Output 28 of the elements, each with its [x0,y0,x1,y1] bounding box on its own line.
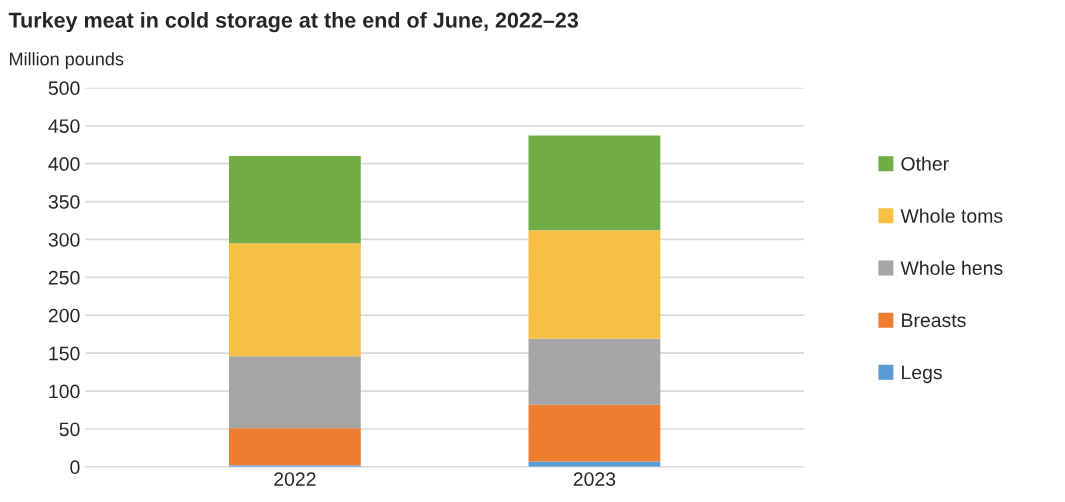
legend-label: Whole toms [900,208,1003,223]
y-tick-label: 200 [48,308,80,323]
y-tick-label: 350 [48,195,80,209]
y-tick-label: 150 [49,346,80,361]
bar [228,356,361,429]
bar [228,243,361,357]
bar [528,338,661,405]
legend-label: Other [901,156,949,171]
bar [528,404,661,462]
legend-label: Legs [902,365,942,384]
x-tick-label: 2022 [274,472,316,486]
y-tick-label: 50 [59,422,80,437]
bar [228,156,361,244]
y-tick-label: 300 [48,232,80,247]
y-tick-label: 450 [48,119,80,133]
legend-label: Breasts [902,313,966,328]
bar [228,428,361,466]
x-tick-label: 2023 [573,472,616,486]
y-axis-title: Million pounds [10,52,124,70]
bar [528,135,661,231]
chart-title: Turkey meat in cold storage at the end of June, 2022–23 [8,12,579,33]
y-tick-label: 400 [48,157,80,171]
y-tick-label: 500 [48,81,80,96]
legend-label: Whole hens [900,260,1003,275]
y-tick-label: 0 [70,460,80,475]
y-tick-label: 250 [48,270,80,285]
bar [528,230,661,339]
y-tick-label: 100 [49,384,80,399]
